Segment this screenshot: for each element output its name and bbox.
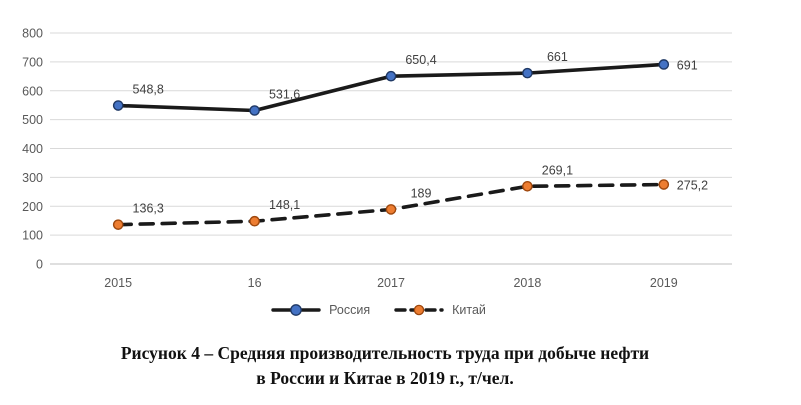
x-tick-label: 2019 [650, 276, 678, 290]
line-chart: 0 100 200 300 400 500 600 700 800 2015 16 2017 2018 2… [22, 27, 732, 290]
legend-label-russia: Россия [329, 303, 371, 317]
china-series-swatch-icon [394, 304, 444, 316]
data-point-label: 661 [547, 50, 568, 64]
figure-caption: Рисунок 4 – Средняя производительность т… [0, 341, 770, 391]
data-point-label: 136,3 [133, 202, 164, 216]
data-point-label: 650,4 [405, 53, 436, 67]
x-tick-label: 2018 [513, 276, 541, 290]
data-point-label: 148,1 [269, 198, 300, 212]
legend-label-china: Китай [452, 303, 486, 317]
data-point-marker [522, 180, 533, 192]
russia-series-swatch-icon [271, 304, 321, 316]
data-point-label: 189 [411, 186, 432, 200]
data-point-marker [522, 67, 533, 79]
y-tick-label: 0 [36, 258, 43, 272]
data-point-marker [658, 179, 670, 190]
data-point-marker [385, 70, 397, 82]
data-point-marker [658, 59, 670, 70]
y-tick-label: 200 [22, 200, 43, 214]
x-tick-label: 2015 [104, 276, 132, 290]
data-point-label: 691 [677, 58, 698, 72]
data-point-marker [385, 204, 397, 215]
x-tick-label: 16 [248, 276, 262, 290]
data-point-label: 531,6 [269, 88, 300, 102]
y-tick-label: 600 [22, 84, 43, 98]
data-point-marker [112, 219, 124, 230]
x-tick-label: 2017 [377, 276, 405, 290]
data-point-marker [112, 100, 124, 111]
y-tick-label: 800 [22, 27, 43, 41]
y-tick-label: 700 [22, 55, 43, 69]
data-point-label: 275,2 [677, 179, 708, 193]
caption-line-1: Рисунок 4 – Средняя производительность т… [120, 343, 650, 363]
data-point-label: 269,1 [542, 163, 573, 177]
legend-item-china: Китай [394, 303, 486, 317]
y-tick-label: 500 [22, 113, 43, 127]
data-point-marker [249, 215, 260, 227]
y-tick-label: 400 [22, 142, 43, 156]
chart-legend: Россия Китай [0, 303, 779, 317]
y-tick-label: 100 [22, 229, 43, 243]
data-point-label: 548,8 [133, 83, 164, 97]
y-tick-label: 300 [22, 171, 43, 185]
data-point-marker [249, 105, 260, 116]
legend-item-russia: Россия [271, 303, 370, 317]
caption-line-2: в России и Китае в 2019 г., т/чел. [256, 368, 514, 388]
